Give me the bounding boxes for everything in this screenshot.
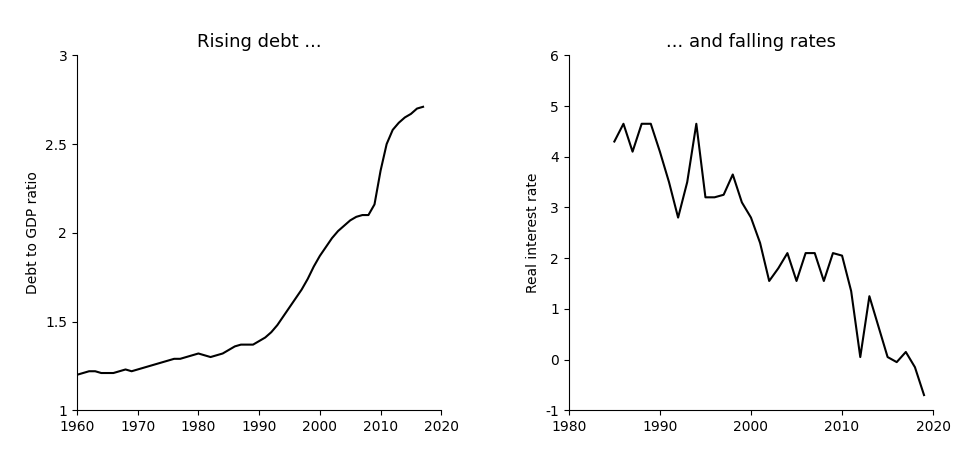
- Title: Rising debt ...: Rising debt ...: [197, 33, 321, 51]
- Title: ... and falling rates: ... and falling rates: [665, 33, 835, 51]
- Y-axis label: Real interest rate: Real interest rate: [526, 172, 539, 293]
- Y-axis label: Debt to GDP ratio: Debt to GDP ratio: [26, 171, 39, 294]
